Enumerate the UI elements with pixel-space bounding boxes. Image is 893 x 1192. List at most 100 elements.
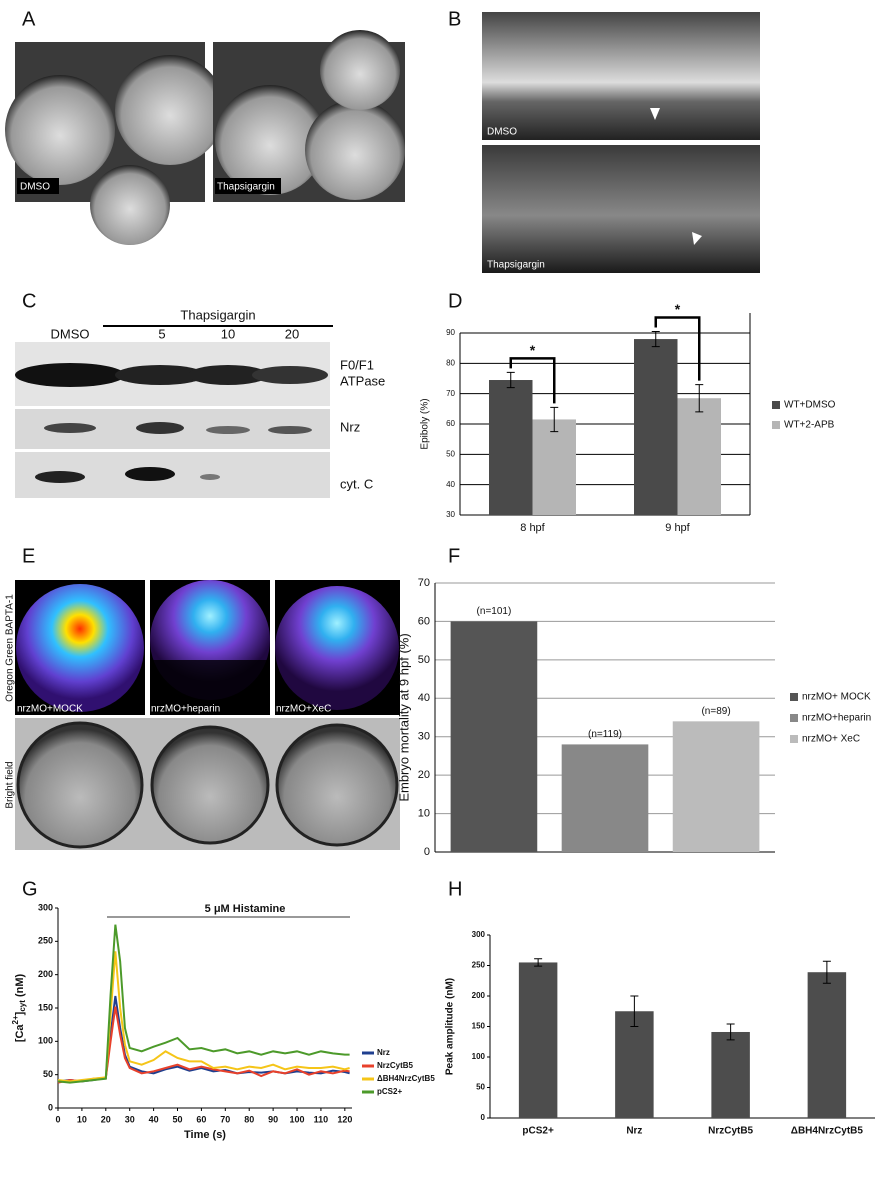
image-caption: Thapsigargin: [487, 260, 545, 271]
bar: [532, 419, 576, 515]
y-tick-label: 30: [418, 731, 430, 743]
y-tick-label: 0: [481, 1113, 486, 1122]
legend-label: nrzMO+ XeC: [802, 734, 860, 745]
y-axis-label: Epiboly (%): [420, 398, 431, 449]
panel-label: F: [448, 545, 460, 567]
legend-label: NrzCytB5: [377, 1061, 414, 1070]
legend-label: Nrz: [377, 1048, 390, 1057]
error-bar: [695, 384, 704, 413]
error-bar: [506, 371, 515, 389]
bar: [807, 972, 847, 1118]
y-tick-label: 30: [446, 510, 455, 519]
legend-swatch: [790, 693, 798, 701]
treatment-label: Thapsigargin: [180, 307, 255, 322]
band-label: F0/F1: [340, 357, 374, 372]
significance-mark: *: [530, 342, 536, 358]
y-tick-label: 300: [472, 930, 486, 939]
y-axis-label: Embryo mortality at 9 hpf (%): [396, 633, 411, 801]
bar: [561, 744, 649, 852]
bar: [711, 1031, 750, 1118]
error-bar: [630, 995, 639, 1027]
legend-label: WT+2-APB: [784, 420, 835, 431]
y-tick-label: 50: [418, 654, 430, 666]
bar: [489, 380, 533, 515]
y-tick-label: 40: [418, 692, 430, 704]
n-label: (n=119): [588, 729, 622, 740]
x-tick-label: 8 hpf: [520, 522, 545, 534]
x-tick-label: Nrz: [626, 1126, 642, 1137]
significance-mark: *: [675, 301, 681, 317]
y-tick-label: 100: [472, 1052, 486, 1061]
legend-label: ΔBH4NrzCytB5: [377, 1074, 435, 1083]
y-tick-label: 60: [418, 615, 430, 627]
x-tick-label: ΔBH4NrzCytB5: [791, 1126, 864, 1137]
bar: [518, 962, 558, 1118]
y-tick-label: 60: [446, 419, 455, 428]
y-tick-label: 150: [472, 1022, 486, 1031]
chart-title: 5 μM Histamine: [205, 903, 286, 915]
y-tick-label: 250: [472, 961, 486, 970]
legend-swatch: [790, 714, 798, 722]
x-tick-label: 40: [149, 1114, 159, 1124]
y-tick-label: 250: [38, 936, 53, 946]
panel-label: C: [22, 290, 36, 312]
lane-label: 10: [221, 326, 235, 341]
band-label: ATPase: [340, 373, 385, 388]
x-tick-label: 70: [220, 1114, 230, 1124]
y-tick-label: 50: [446, 449, 455, 458]
y-tick-label: 70: [418, 577, 430, 589]
y-tick-label: 50: [43, 1069, 53, 1079]
bar: [450, 621, 538, 852]
x-tick-label: pCS2+: [522, 1126, 554, 1137]
micrograph: [15, 580, 400, 850]
y-tick-label: 0: [424, 846, 430, 858]
image-caption: nrzMO+XeC: [276, 704, 331, 715]
error-bar: [534, 958, 543, 967]
legend-label: nrzMO+heparin: [802, 713, 871, 724]
y-tick-label: 100: [38, 1036, 53, 1046]
legend-label: WT+DMSO: [784, 400, 836, 411]
significance-bracket: [509, 357, 556, 404]
image-caption: DMSO: [487, 127, 517, 138]
lane-label: 20: [285, 326, 299, 341]
lane-label: 5: [158, 326, 165, 341]
band-label: Nrz: [340, 419, 360, 434]
panel-label: B: [448, 8, 461, 30]
n-label: (n=101): [477, 606, 512, 617]
image-caption: nrzMO+heparin: [151, 704, 220, 715]
y-axis-label: Peak amplitude (nM): [445, 978, 456, 1075]
line-series: [57, 924, 350, 1084]
western-blot: [15, 342, 330, 498]
n-label: (n=89): [701, 706, 730, 717]
x-tick-label: 120: [337, 1114, 352, 1124]
significance-bracket: [654, 316, 701, 381]
error-bar: [651, 330, 660, 348]
x-tick-label: 110: [314, 1114, 329, 1124]
error-bar: [550, 406, 559, 433]
x-tick-label: 80: [244, 1114, 254, 1124]
legend-swatch: [772, 421, 780, 429]
band-label: cyt. C: [340, 476, 373, 491]
line-series: [57, 1006, 350, 1084]
image-caption: DMSO: [20, 182, 50, 193]
x-tick-label: 60: [196, 1114, 206, 1124]
y-tick-label: 200: [472, 991, 486, 1000]
x-tick-label: 20: [101, 1114, 111, 1124]
x-axis-label: Time (s): [184, 1129, 226, 1141]
x-tick-label: NrzCytB5: [708, 1126, 753, 1137]
y-tick-label: 10: [418, 807, 430, 819]
legend-swatch: [790, 735, 798, 743]
panel-label: G: [22, 878, 38, 900]
y-tick-label: 50: [476, 1083, 485, 1092]
y-axis-label-part: ]: [14, 1011, 26, 1015]
y-axis-label-part: [Ca: [14, 1024, 26, 1043]
y-tick-label: 0: [48, 1102, 53, 1112]
y-tick-label: 20: [418, 769, 430, 781]
x-tick-label: 50: [173, 1114, 183, 1124]
panel-label: D: [448, 290, 462, 312]
legend-label: pCS2+: [377, 1087, 402, 1096]
y-tick-label: 90: [446, 328, 455, 337]
y-axis-label-part: (nM): [14, 973, 26, 1000]
